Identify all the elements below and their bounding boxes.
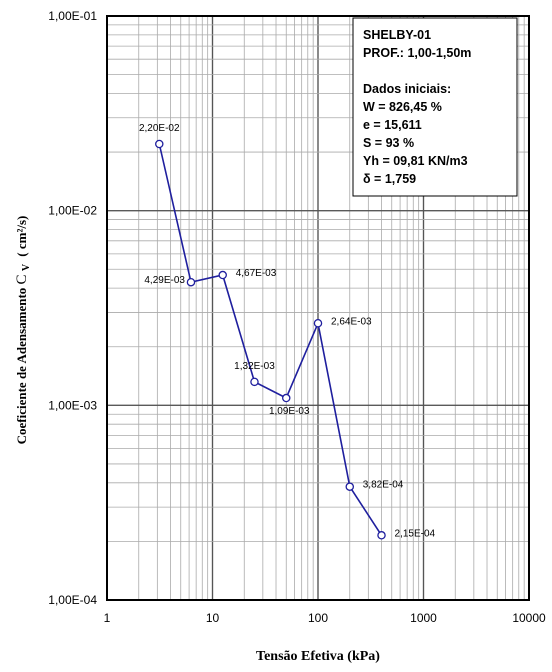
y-tick-label: 1,00E-03 (48, 398, 97, 412)
data-label: 2,64E-03 (331, 316, 372, 327)
data-label: 4,29E-03 (144, 275, 185, 286)
tick-layer: 1 10 100 1000 10000 1,00E-04 1,00E-03 1,00E-02 1… (48, 9, 546, 625)
annotation-line: Yh = 09,81 KN/m3 (363, 154, 468, 168)
data-point (155, 139, 164, 149)
data-label: 2,15E-04 (395, 528, 436, 539)
annotation-frame (352, 17, 518, 197)
y-tick-label: 1,00E-01 (48, 9, 97, 23)
data-point (377, 531, 386, 540)
annotation-line: S = 93 % (363, 136, 414, 150)
y-axis-label-subscript: V (21, 263, 32, 271)
data-label: 2,20E-02 (139, 123, 180, 134)
annotation-line: PROF.: 1,00-1,50m (363, 46, 471, 60)
data-point (186, 277, 196, 287)
annotation-box: SHELBY-01 PROF.: 1,00-1,50m Dados iniciais… (352, 17, 518, 197)
x-axis-label: Tensão Efetiva (kPa) (256, 649, 380, 664)
plot-frame (106, 15, 530, 601)
data-label: 1,32E-03 (234, 361, 275, 372)
y-axis-label-symbol: C (14, 274, 30, 284)
x-tick-label: 1 (104, 611, 111, 625)
annotation-line: δ = 1,759 (363, 172, 416, 186)
data-label: 1,09E-03 (269, 406, 310, 417)
annotation-line: Dados iniciais: (363, 82, 451, 96)
y-tick-label: 1,00E-02 (48, 204, 97, 218)
data-point (281, 393, 291, 403)
series-layer: 2,20E-02 4,29E-03 4,67E-03 1,32E-03 1,09E-03… (139, 123, 436, 540)
annotation-line: SHELBY-01 (363, 28, 431, 42)
x-tick-label: 1000 (410, 611, 437, 625)
grid-layer (106, 15, 530, 601)
y-tick-label: 1,00E-04 (48, 593, 97, 607)
x-tick-label: 10000 (512, 611, 546, 625)
annotation-line: W = 826,45 % (363, 100, 442, 114)
data-point (345, 482, 355, 491)
data-point (250, 377, 259, 387)
x-tick-label: 10 (206, 611, 220, 625)
data-label: 4,67E-03 (236, 268, 277, 279)
y-axis-label-unit: ( cm²/s) (14, 216, 29, 257)
y-axis-label: Coeficiente de Adensamento C V ( cm²/s) (14, 216, 32, 445)
x-tick-label: 100 (308, 611, 328, 625)
data-point (218, 270, 227, 280)
data-point (313, 319, 323, 328)
series-line (158, 143, 383, 536)
annotation-line: e = 15,611 (363, 118, 422, 132)
y-axis-label-text: Coeficiente de Adensamento (14, 288, 29, 445)
data-label: 3,82E-04 (363, 480, 404, 491)
